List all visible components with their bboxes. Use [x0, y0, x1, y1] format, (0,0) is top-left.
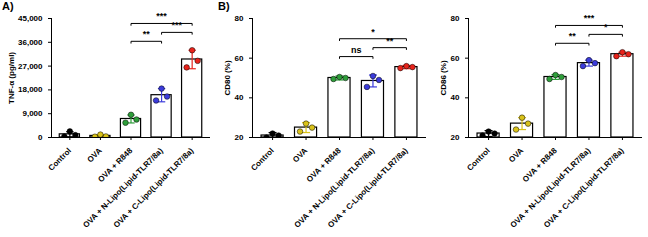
svg-text:OVA + N-Lipo(Lipid-TLR7/8a): OVA + N-Lipo(Lipid-TLR7/8a)	[81, 146, 165, 230]
svg-text:OVA + C-Lipo(Lipid-TLR7/8a): OVA + C-Lipo(Lipid-TLR7/8a)	[112, 146, 196, 230]
svg-text:Control: Control	[465, 146, 491, 172]
svg-text:40: 40	[451, 93, 460, 102]
svg-text:OVA + C-Lipo(Lipid-TLR7/8a): OVA + C-Lipo(Lipid-TLR7/8a)	[326, 146, 410, 230]
svg-text:CD80 (%): CD80 (%)	[223, 60, 232, 95]
html-text:B): B)	[218, 0, 230, 12]
svg-text:80: 80	[235, 14, 244, 23]
svg-text:Control: Control	[47, 146, 73, 172]
svg-text:**: **	[143, 29, 151, 39]
svg-text:OVA + N-Lipo(Lipid-TLR7/8a): OVA + N-Lipo(Lipid-TLR7/8a)	[292, 146, 377, 230]
svg-text:Control: Control	[249, 146, 275, 172]
svg-text:OVA + N-Lipo(Lipid-TLR7/8a): OVA + N-Lipo(Lipid-TLR7/8a)	[508, 146, 593, 230]
svg-text:*: *	[604, 22, 608, 32]
svg-text:27,000: 27,000	[18, 62, 43, 71]
svg-text:**: **	[386, 36, 394, 46]
svg-text:OVA: OVA	[85, 146, 103, 164]
svg-text:60: 60	[235, 54, 244, 63]
svg-text:OVA + C-Lipo(Lipid-TLR7/8a): OVA + C-Lipo(Lipid-TLR7/8a)	[542, 146, 626, 230]
svg-text:18,000: 18,000	[18, 85, 43, 94]
svg-text:CD86 (%): CD86 (%)	[439, 60, 448, 95]
svg-text:OVA + R848: OVA + R848	[520, 146, 559, 185]
svg-text:60: 60	[451, 54, 460, 63]
svg-text:***: ***	[156, 11, 167, 21]
svg-text:TNF-α (pg/ml): TNF-α (pg/ml)	[7, 52, 16, 104]
svg-text:0: 0	[38, 133, 43, 142]
svg-text:*: *	[371, 27, 375, 37]
svg-text:**: **	[569, 31, 577, 41]
svg-text:ns: ns	[351, 45, 362, 55]
svg-text:***: ***	[172, 20, 183, 30]
svg-text:***: ***	[584, 13, 595, 23]
svg-text:80: 80	[451, 14, 460, 23]
svg-text:OVA + R848: OVA + R848	[96, 146, 135, 185]
svg-text:20: 20	[235, 133, 244, 142]
svg-text:20: 20	[451, 133, 460, 142]
svg-text:OVA + R848: OVA + R848	[304, 146, 343, 185]
svg-text:OVA: OVA	[291, 146, 309, 164]
svg-text:40: 40	[235, 93, 244, 102]
svg-text:9,000: 9,000	[22, 109, 43, 118]
svg-text:45,000: 45,000	[18, 14, 43, 23]
svg-text:OVA: OVA	[507, 146, 525, 164]
html-text:A): A)	[2, 0, 14, 12]
svg-text:36,000: 36,000	[18, 38, 43, 47]
